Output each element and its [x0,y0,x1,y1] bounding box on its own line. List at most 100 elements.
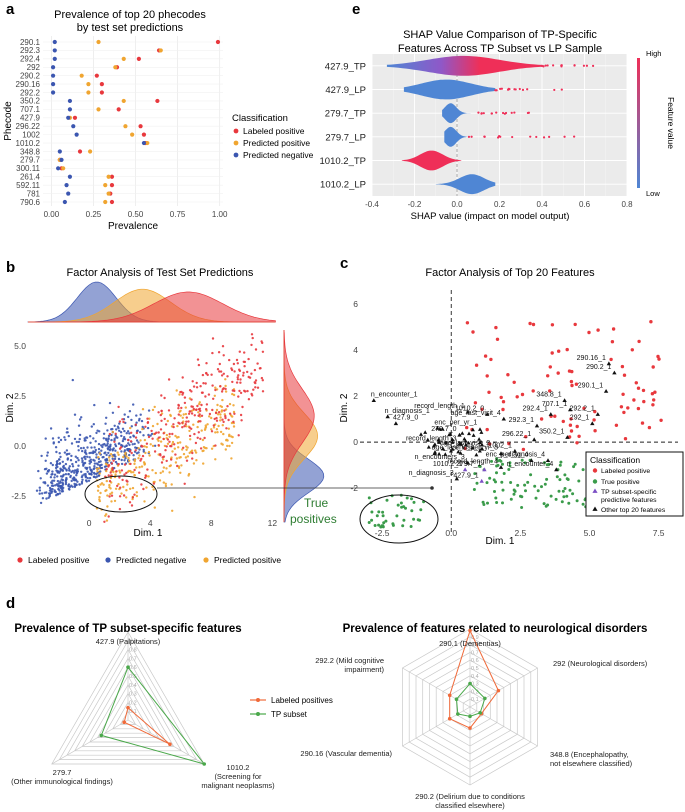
chart-b-point [199,437,202,440]
chart-b-point [251,336,254,340]
chart-b-point [148,417,151,420]
chart-b-point [141,425,144,429]
chart-a-ytick-label: 790.6 [20,198,41,207]
chart-c-feature-marker [612,370,617,375]
chart-b-point [172,423,175,426]
chart-b-point [105,469,108,473]
chart-b-point [118,429,121,432]
chart-b-point [101,445,104,449]
chart-a-point [99,82,104,87]
chart-b-point [128,432,131,435]
chart-b-point [84,439,87,442]
chart-c-true-positive-point [377,523,381,527]
chart-c-true-positive-point [513,489,517,493]
chart-b-point [129,440,133,443]
chart-b-point [73,471,76,474]
chart-c-feature-marker [565,435,570,439]
chart-b-point [142,448,145,452]
chart-e-outlier-point [544,64,547,67]
chart-c-true-positive-point [512,492,516,496]
chart-b-point [49,427,53,430]
chart-c-feature-triangle [479,430,484,434]
chart-a-point [67,107,73,112]
chart-b-point [185,420,188,423]
chart-a-ytick-label: 348.8 [20,147,41,156]
chart-b-point [205,408,208,411]
chart-b-point [157,431,160,434]
chart-b-point [221,398,224,402]
chart-c-feature-label: age_last_visit_1 [432,445,482,452]
chart-b-point [203,436,206,440]
chart-b-point [133,474,136,477]
chart-b-point [116,425,120,428]
chart-b-point [180,464,183,467]
radar-axis-label: 290.16 (Vascular dementia) [300,749,392,758]
chart-b-point [172,425,175,429]
chart-b-point [165,467,168,470]
chart-b-point [169,414,172,418]
chart-b-point [146,468,149,471]
chart-b-point [137,447,140,450]
chart-c-feature-triangle [477,437,482,441]
chart-a-ytick-label: 350.2 [20,97,41,106]
chart-c-labeled-point [609,357,613,362]
chart-b-point [53,490,56,493]
chart-b-point [164,484,168,488]
chart-c-true-positive-point [526,480,530,484]
chart-b-point [240,419,243,422]
chart-b-point [261,350,265,353]
chart-c-labeled-point [480,407,484,411]
chart-b-point [170,456,173,459]
chart-a-point [215,39,221,45]
chart-c-feature-label: 292.2_1 [569,405,594,412]
radar-series-point [126,665,130,669]
chart-c-labeled-point [592,418,596,422]
chart-b-point [97,456,100,459]
chart-b-point [164,449,167,452]
chart-b-point [114,449,117,452]
chart-b-point [195,386,199,389]
chart-c-ytick-label: 2 [353,391,358,401]
chart-b-point [223,413,226,416]
chart-b-point [73,437,77,441]
radar-axis-label: 292 (Neurological disorders) [553,659,648,668]
chart-c-feature-marker [529,458,534,462]
chart-b-point [80,470,83,473]
chart-c-feature-label: n_encounter_1 [371,392,418,399]
radar-ring [104,692,152,734]
chart-a-legend-marker [233,128,239,134]
radar-series-point [99,733,104,738]
chart-b-point [108,495,111,498]
chart-b-point [50,491,53,494]
chart-b-point [140,444,143,447]
chart-c-true-positive-point [402,518,406,522]
chart-c-true-positive-point [565,477,569,481]
chart-b-point [239,378,242,381]
chart-b-point [82,464,85,467]
chart-b-point [144,425,147,428]
chart-b-point [56,492,60,496]
radar-series-point [496,688,501,693]
chart-a-ytick-label: 292.4 [20,55,41,64]
chart-e-violin [442,103,479,124]
chart-b-point [118,442,121,445]
chart-c-true-positive-point [385,498,389,502]
chart-c-true-positive-point [581,468,585,472]
chart-b-point [204,425,208,429]
chart-b-point [43,491,46,494]
chart-b-point [130,425,133,428]
chart-b-point [176,424,179,428]
chart-b-point [164,482,167,485]
chart-b-point [58,489,61,492]
chart-b-point [127,415,130,419]
chart-c-labeled-point [652,398,656,402]
chart-e-xtick-label: -0.2 [408,200,422,209]
chart-b-point [108,432,112,436]
chart-c-ytick-label: 6 [353,299,358,309]
chart-c-labeled-point [593,429,597,433]
chart-b-point [144,476,147,479]
chart-c-labeled-point [515,395,519,399]
chart-b-point [135,421,138,424]
chart-b-point [219,404,222,408]
chart-c-xtick-label: 7.5 [653,528,665,538]
